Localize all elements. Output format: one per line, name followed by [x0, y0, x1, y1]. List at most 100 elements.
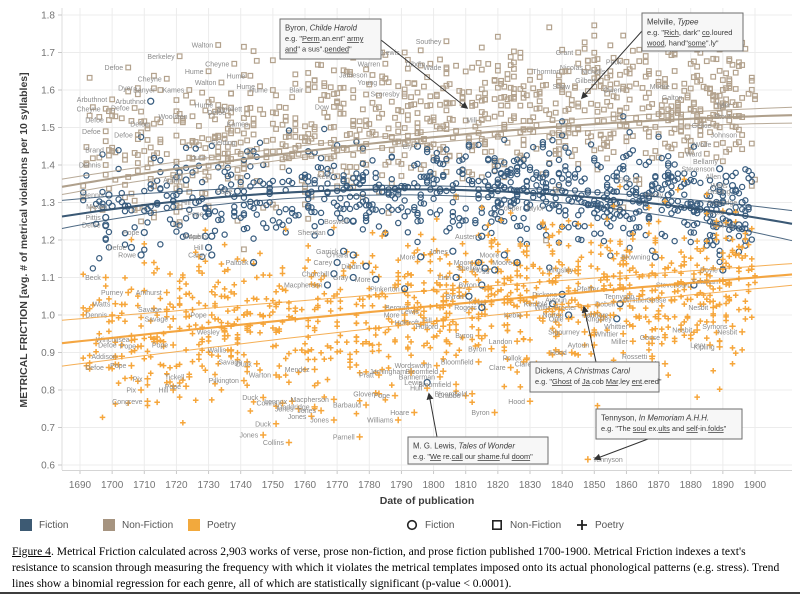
poetry-point	[572, 350, 578, 357]
fiction-point	[362, 217, 370, 225]
poetry-point	[128, 349, 135, 355]
nonfiction-point	[131, 105, 138, 111]
fiction-point	[742, 221, 749, 228]
chart-legend: Fiction Non-Fiction Poetry Fiction Non-Fict…	[0, 517, 800, 537]
nonfiction-point	[376, 104, 382, 111]
fiction-point	[584, 187, 592, 194]
fiction-point	[192, 145, 199, 152]
author-label: Mendez	[285, 367, 310, 374]
poetry-point	[196, 253, 202, 260]
poetry-point	[556, 331, 562, 337]
poetry-point	[648, 353, 656, 360]
annotation-quote: e.g. "Perm.an.ent" army	[285, 34, 364, 43]
poetry-point	[266, 312, 273, 319]
poetry-point	[356, 397, 363, 404]
poetry-point	[298, 347, 305, 353]
nonfiction-point	[411, 101, 418, 108]
nonfiction-point	[498, 110, 504, 117]
annotation-source: Dickens, A Christmas Carol	[535, 367, 630, 376]
poetry-point	[151, 270, 157, 276]
poetry-point	[601, 313, 607, 320]
poetry-point	[443, 274, 450, 281]
poetry-point	[639, 287, 646, 294]
fiction-point	[597, 230, 604, 237]
poetry-point	[732, 350, 739, 356]
poetry-point	[253, 360, 260, 367]
nonfiction-point	[575, 100, 582, 107]
author-label: O'Hara	[326, 253, 348, 260]
nonfiction-point	[437, 56, 443, 63]
nonfiction-point	[186, 188, 193, 195]
poetry-point	[662, 198, 668, 205]
figure-caption: Figure 4. Metrical Friction calculated a…	[12, 544, 790, 592]
poetry-point	[208, 397, 215, 403]
nonfiction-point	[517, 86, 524, 92]
author-label: Galton	[662, 95, 683, 102]
nonfiction-point	[253, 57, 260, 64]
nonfiction-point	[83, 144, 90, 150]
poetry-point	[543, 226, 549, 232]
poetry-point	[565, 268, 572, 274]
nonfiction-point	[511, 73, 517, 80]
fiction-point	[359, 171, 367, 179]
poetry-point	[273, 289, 279, 295]
poetry-point	[739, 347, 745, 353]
nonfiction-point	[449, 116, 456, 123]
nonfiction-point	[350, 151, 357, 158]
nonfiction-point	[665, 143, 672, 150]
nonfiction-point	[491, 161, 498, 168]
author-label: Dyer	[118, 86, 133, 93]
author-label: Duck	[255, 421, 271, 428]
poetry-point	[697, 289, 704, 296]
poetry-point	[122, 375, 128, 382]
trend-line-lower	[61, 284, 793, 367]
author-label: Macpherson	[290, 397, 329, 404]
fiction-point	[420, 200, 428, 207]
nonfiction-point	[151, 120, 157, 127]
author-label: Levy	[690, 343, 705, 350]
poetry-point	[202, 258, 209, 265]
author-label: Patmore	[582, 313, 609, 320]
nonfiction-point	[302, 134, 308, 141]
fiction-point	[443, 228, 450, 235]
fiction-point	[539, 194, 547, 201]
fiction-point	[182, 215, 190, 222]
author-label: Holford	[416, 324, 439, 331]
nonfiction-point	[260, 111, 267, 117]
nonfiction-point	[382, 161, 389, 168]
nonfiction-point	[125, 64, 132, 71]
author-label: Smollett	[217, 106, 242, 113]
nonfiction-point	[556, 82, 562, 89]
fiction-point	[459, 156, 466, 163]
poetry-point	[128, 374, 135, 381]
poetry-point	[552, 274, 559, 281]
author-label: Rogers	[454, 305, 477, 312]
poetry-point	[649, 262, 655, 268]
nonfiction-point	[626, 96, 633, 103]
fiction-point	[529, 175, 537, 182]
fiction-point	[401, 197, 408, 204]
poetry-point	[588, 284, 594, 291]
fiction-point	[227, 171, 235, 178]
nonfiction-point	[475, 60, 482, 66]
fiction-point	[709, 241, 717, 249]
poetry-point	[661, 334, 669, 341]
nonfiction-point	[687, 137, 694, 144]
poetry-point	[327, 344, 334, 351]
poetry-point	[468, 390, 476, 397]
nonfiction-point	[652, 148, 659, 154]
nonfiction-point	[363, 117, 369, 124]
poetry-point	[382, 397, 389, 403]
fiction-point	[603, 209, 611, 216]
poetry-point	[588, 311, 594, 317]
poetry-point	[270, 297, 276, 304]
fiction-point	[562, 144, 569, 151]
fiction-point	[427, 168, 434, 176]
fiction-point	[231, 212, 238, 220]
nonfiction-point	[559, 46, 566, 53]
nonfiction-point	[331, 103, 337, 110]
poetry-point	[392, 337, 398, 343]
nonfiction-point	[350, 87, 357, 94]
poetry-point	[369, 269, 376, 276]
nonfiction-point	[404, 116, 411, 123]
